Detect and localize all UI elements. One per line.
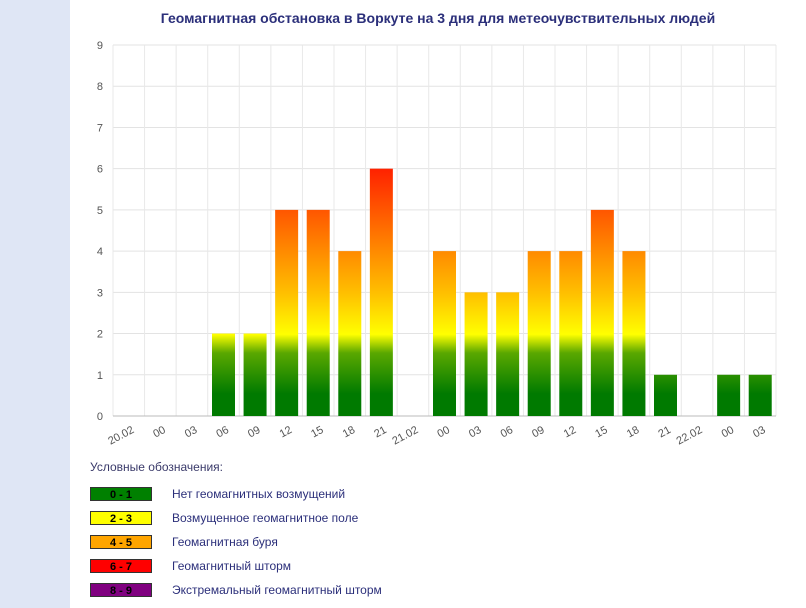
x-tick-label: 00 — [151, 424, 167, 440]
legend-item: 8 - 9 Экстремальный геомагнитный шторм — [90, 578, 590, 602]
bar-12 — [275, 209, 299, 416]
bar-21 — [654, 374, 677, 416]
bar-12 — [559, 251, 583, 416]
x-tick-label: 03 — [751, 424, 767, 440]
y-tick-label: 1 — [97, 370, 103, 382]
chart-title: Геомагнитная обстановка в Воркуте на 3 д… — [160, 10, 716, 26]
bar-00 — [717, 374, 741, 416]
x-tick-label: 15 — [309, 424, 325, 440]
y-tick-label: 0 — [97, 411, 103, 423]
bar-06 — [496, 292, 520, 416]
legend-swatch: 2 - 3 — [90, 511, 152, 525]
legend-swatch: 6 - 7 — [90, 559, 152, 573]
x-tick-label: 00 — [435, 424, 451, 440]
x-tick-label: 00 — [720, 424, 736, 440]
bar-06 — [212, 333, 235, 416]
legend-label: Нет геомагнитных возмущений — [172, 487, 346, 501]
y-tick-label: 2 — [97, 329, 103, 341]
y-tick-label: 9 — [97, 40, 103, 52]
legend-swatch: 4 - 5 — [90, 535, 152, 549]
bar-18 — [338, 251, 362, 416]
x-tick-label: 20.02 — [106, 424, 136, 448]
legend-item: 2 - 3 Возмущенное геомагнитное поле — [90, 506, 590, 530]
x-tick-label: 21 — [372, 424, 388, 440]
x-tick-label: 03 — [183, 424, 199, 440]
bar-03 — [748, 374, 772, 416]
bar-21 — [369, 168, 393, 416]
x-tick-label: 15 — [593, 424, 609, 440]
bar-15 — [590, 209, 614, 416]
x-tick-label: 09 — [530, 424, 546, 440]
legend-swatch: 8 - 9 — [90, 583, 152, 597]
legend-label: Экстремальный геомагнитный шторм — [172, 583, 382, 597]
y-tick-label: 8 — [97, 81, 103, 93]
x-tick-label: 09 — [246, 424, 262, 440]
bar-00 — [433, 251, 456, 416]
x-tick-label: 21 — [656, 424, 672, 440]
x-tick-label: 06 — [214, 424, 230, 440]
legend: Условные обозначения: 0 - 1 Нет геомагнит… — [90, 460, 590, 602]
bar-18 — [622, 251, 646, 416]
x-tick-label: 18 — [341, 424, 357, 440]
bar-09 — [243, 333, 267, 416]
y-tick-label: 6 — [97, 164, 103, 176]
x-tick-label: 03 — [467, 424, 483, 440]
legend-swatch: 0 - 1 — [90, 487, 152, 501]
bar-09 — [527, 251, 551, 416]
bar-15 — [306, 209, 330, 416]
x-tick-label: 22.02 — [675, 424, 705, 448]
legend-item: 0 - 1 Нет геомагнитных возмущений — [90, 482, 590, 506]
y-tick-label: 3 — [97, 287, 103, 299]
legend-item: 4 - 5 Геомагнитная буря — [90, 530, 590, 554]
x-tick-label: 06 — [499, 424, 515, 440]
y-tick-label: 7 — [97, 122, 103, 134]
legend-label: Геомагнитный шторм — [172, 559, 292, 573]
legend-label: Возмущенное геомагнитное поле — [172, 511, 359, 525]
bar-03 — [464, 292, 488, 416]
x-tick-label: 12 — [278, 424, 294, 440]
legend-title: Условные обозначения: — [90, 460, 223, 474]
legend-item: 6 - 7 Геомагнитный шторм — [90, 554, 590, 578]
x-tick-label: 21.02 — [390, 424, 420, 448]
x-tick-label: 12 — [562, 424, 578, 440]
y-tick-label: 4 — [97, 246, 103, 258]
legend-label: Геомагнитная буря — [172, 535, 278, 549]
y-tick-label: 5 — [97, 205, 103, 217]
x-tick-label: 18 — [625, 424, 641, 440]
